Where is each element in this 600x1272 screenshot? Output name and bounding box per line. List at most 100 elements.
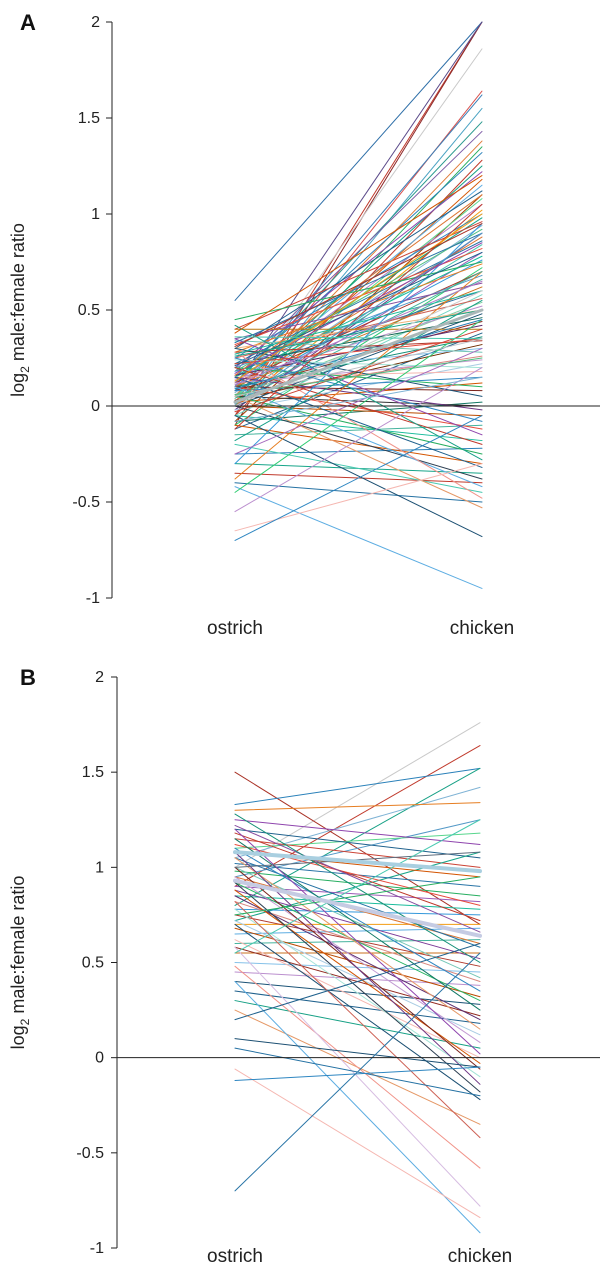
y-tick-label: -1 [86,590,100,607]
series-lines [233,21,484,589]
series-line [234,876,481,916]
series-line [234,946,481,1207]
series-line [234,824,481,933]
series-line [234,367,483,388]
series-line [233,850,482,874]
series-line [234,463,483,532]
x-category-label: ostrich [207,1246,263,1267]
y-tick-label: -1 [90,1240,104,1257]
series-line [234,847,481,992]
series-line [234,213,483,359]
series-line [234,965,481,1169]
series-line [234,832,481,922]
series-line [234,152,483,378]
series-line [234,324,483,461]
series-line [234,1000,481,1049]
series-line [234,819,481,845]
series-line [234,745,481,887]
x-category-label: chicken [450,618,514,639]
series-line [234,443,483,493]
series-line [234,895,481,1021]
series-line [234,802,481,811]
series-line [234,338,483,436]
panel-label: B [20,665,36,690]
series-line [234,232,483,344]
series-line [234,271,483,480]
panel-label: A [20,10,36,35]
x-category-label: ostrich [207,618,263,639]
y-tick-label: 2 [95,669,104,686]
series-line [234,271,483,399]
series-line [234,424,483,436]
series-line [234,786,481,859]
series-line [234,367,483,513]
series-line [234,271,483,384]
chart-panel-b: B 2 1.5 1 0.5 0 -0.5 -1 ostrich chicken log2 male:… [8,665,600,1267]
series-line [234,405,483,417]
series-line [234,857,481,1030]
series-line [234,328,483,413]
series-line [234,914,481,967]
series-line [234,213,483,382]
series-line [234,347,483,397]
x-category-label: chicken [448,1246,512,1267]
series-line [234,190,483,349]
series-line [234,447,483,455]
series-line [234,857,481,948]
series-line [234,939,481,1059]
series-line [234,274,483,369]
series-line [234,882,481,1093]
series-line [234,94,483,388]
series-line [234,990,481,1024]
series-line [234,828,481,1055]
series-line [234,286,483,388]
series-line [234,486,483,589]
y-tick-label: 1.5 [78,110,100,127]
series-line [234,332,483,430]
series-line [234,242,483,374]
series-line [234,386,483,430]
series-line [234,981,481,1234]
series-line [234,813,481,963]
series-line [234,395,483,509]
series-line [234,866,481,979]
series-line [234,767,481,806]
series-line [234,424,483,465]
series-line [234,962,481,973]
chart-panel-a: A 2 1.5 1 0.5 0 -0.5 -1 ostrich chicken log2 male:… [8,10,600,639]
series-line [234,971,481,986]
series-line [234,1066,481,1082]
series-line [233,308,484,404]
series-line [234,140,483,397]
series-line [234,901,481,1139]
series-line [234,290,483,355]
series-line [234,251,483,367]
series-line [234,482,483,503]
series-line [234,336,483,388]
series-line [234,324,483,376]
series-line [234,819,481,954]
series-line [234,223,483,465]
series-line [234,340,483,353]
y-tick-label: 1 [91,206,100,223]
y-axis-title: log2 male:female ratio [8,223,32,397]
series-line [234,952,481,1192]
series-line [234,405,483,480]
series-line [234,415,483,541]
y-tick-label: 1.5 [82,764,104,781]
y-axis-title: log2 male:female ratio [8,876,32,1050]
series-line [234,828,481,859]
series-line [234,221,483,330]
series-line [234,927,481,935]
series-line [234,309,483,357]
y-tick-label: 2 [91,14,100,31]
series-line [234,232,483,405]
series-line [234,21,483,301]
y-tick-label: 0.5 [82,955,104,972]
series-line [234,923,481,1101]
series-line [234,832,481,849]
y-tick-label: -0.5 [76,1145,104,1162]
y-tick-label: 0.5 [78,302,100,319]
y-tick-label: 0 [91,398,100,415]
